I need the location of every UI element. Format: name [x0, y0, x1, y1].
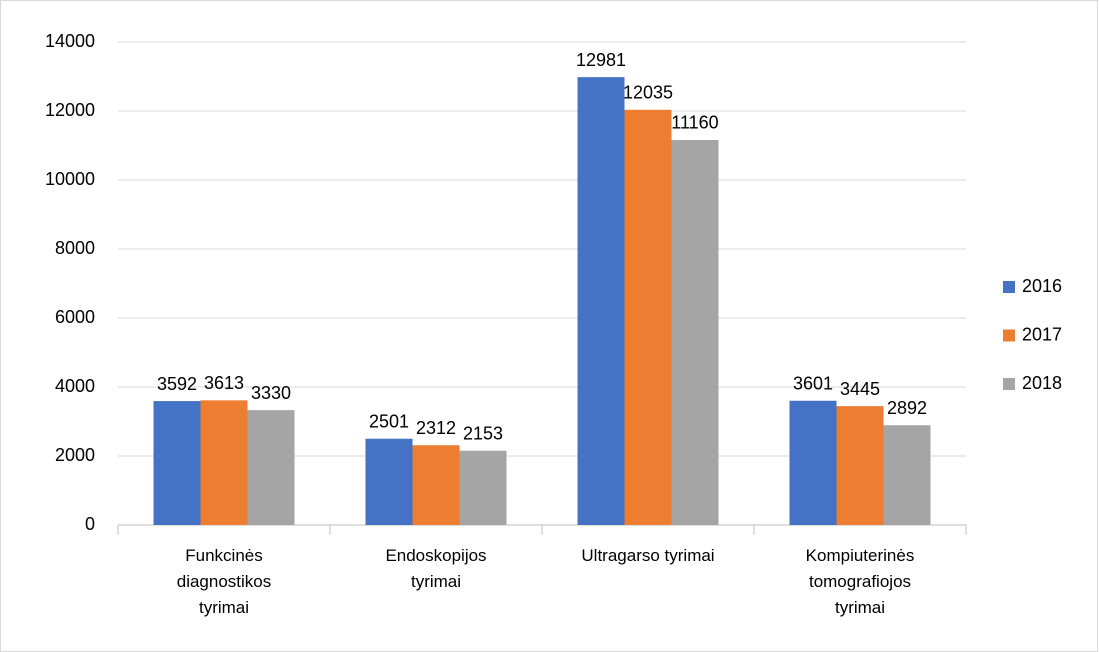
bar [624, 109, 672, 525]
legend-label: 2017 [1022, 324, 1062, 344]
data-label: 3592 [157, 374, 197, 394]
bar [836, 406, 884, 525]
bar [247, 410, 295, 525]
y-tick-label: 0 [85, 514, 95, 534]
data-label: 2892 [887, 398, 927, 418]
y-tick-label: 2000 [55, 445, 95, 465]
legend-swatch [1003, 329, 1015, 342]
y-tick-label: 4000 [55, 376, 95, 396]
legend-label: 2016 [1022, 276, 1062, 296]
legend-label: 2018 [1022, 373, 1062, 393]
bar [789, 400, 837, 525]
bar [671, 139, 719, 526]
y-tick-label: 8000 [55, 238, 95, 258]
y-tick-label: 14000 [45, 31, 95, 51]
data-label: 3445 [840, 379, 880, 399]
data-label: 3601 [793, 374, 833, 394]
bar [577, 77, 625, 525]
data-label: 11160 [671, 113, 718, 133]
y-tick-label: 10000 [45, 169, 95, 189]
x-tick-label: Kompiuterinės tomografiojos tyrimai [805, 546, 915, 617]
x-tick-label: Ultragarso tyrimai [581, 546, 715, 565]
data-label: 12035 [623, 83, 673, 103]
bar [153, 401, 201, 525]
y-tick-label: 6000 [55, 307, 95, 327]
bar [459, 450, 507, 525]
bar [412, 445, 460, 525]
bar [883, 425, 931, 525]
data-label: 2312 [416, 418, 456, 438]
legend-swatch [1003, 378, 1015, 390]
y-tick-label: 12000 [45, 100, 95, 120]
bar [365, 438, 413, 525]
data-label: 3613 [204, 373, 244, 393]
legend-swatch [1003, 281, 1015, 293]
data-label: 2501 [369, 411, 409, 431]
data-label: 3330 [251, 383, 291, 403]
data-label: 12981 [576, 50, 626, 70]
x-tick-label: Funkcinės diagnostikos tyrimai [176, 546, 272, 617]
bar [200, 400, 248, 525]
x-tick-label: Endoskopijos tyrimai [385, 546, 487, 591]
data-label: 2153 [463, 423, 503, 443]
